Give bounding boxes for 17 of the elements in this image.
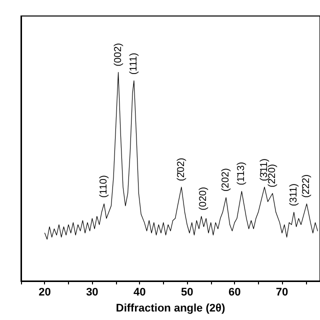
x-axis-title: Diffraction angle (2θ) bbox=[116, 302, 226, 314]
x-tick-label: 60 bbox=[228, 286, 241, 298]
annotation: (2̄02) bbox=[176, 158, 187, 182]
annotation: (111) bbox=[128, 52, 140, 75]
annotation: (110) bbox=[98, 175, 110, 198]
x-tick-label: 30 bbox=[86, 286, 98, 298]
annotation: (2̄22) bbox=[301, 174, 312, 198]
annotation: (202) bbox=[220, 168, 232, 192]
annotation: (220) bbox=[267, 164, 278, 188]
x-tick-label: 50 bbox=[180, 286, 194, 298]
annotation: (311) bbox=[288, 184, 300, 206]
annotation: (002) bbox=[112, 42, 124, 66]
x-tick-label: 40 bbox=[134, 286, 146, 298]
x-tick-label: 20 bbox=[38, 286, 51, 298]
annotation: (1̄13) bbox=[236, 162, 248, 186]
x-tick-label: 70 bbox=[276, 286, 288, 298]
annotation: (020) bbox=[198, 186, 210, 210]
